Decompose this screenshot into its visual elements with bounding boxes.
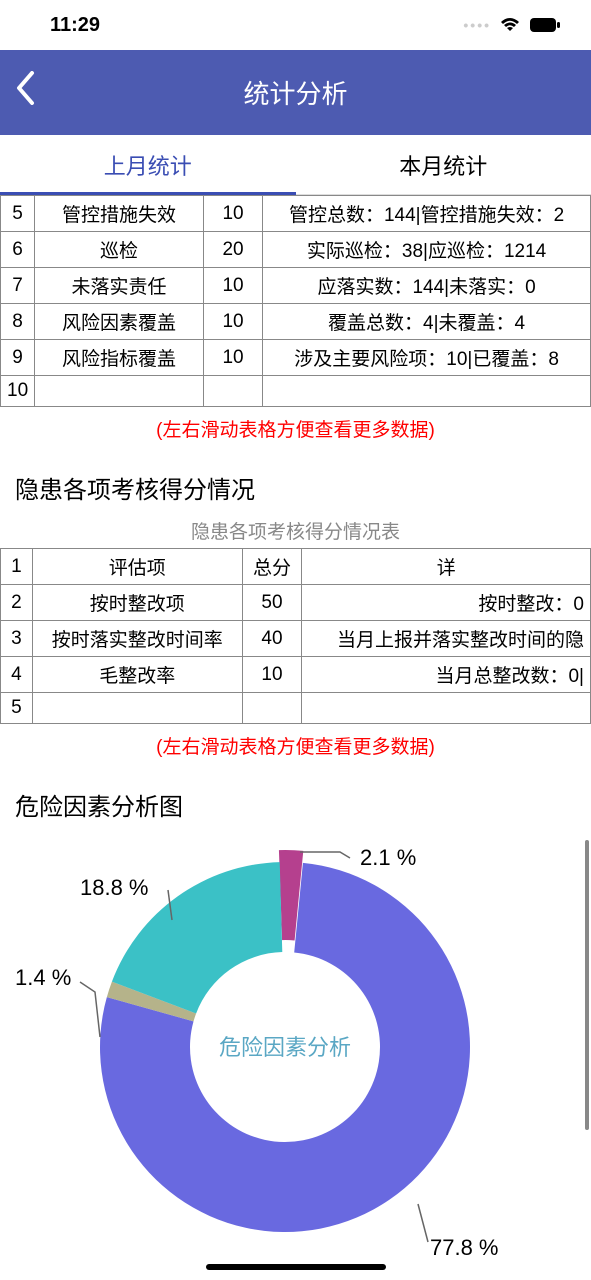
table-cell: 5 xyxy=(1,196,35,232)
donut-label: 77.8 % xyxy=(430,1235,499,1260)
donut-chart: 危险因素分析 77.8 % 18.8 % 1.4 % 2.1 % xyxy=(0,832,591,1262)
battery-icon xyxy=(529,17,561,33)
table2-hint: (左右滑动表格方便查看更多数据) xyxy=(0,724,591,773)
back-button[interactable] xyxy=(15,71,35,114)
table-cell: 按时整改：0 xyxy=(302,585,591,621)
donut-label: 18.8 % xyxy=(80,875,149,900)
donut-center-text: 危险因素分析 xyxy=(219,1035,351,1060)
donut-label: 1.4 % xyxy=(15,965,71,990)
leader-line xyxy=(80,982,100,1037)
table-cell xyxy=(302,693,591,724)
table-cell: 10 xyxy=(203,304,262,340)
leader-line xyxy=(300,852,350,858)
table-cell xyxy=(242,693,302,724)
table-row: 7未落实责任10应落实数：144|未落实：0 xyxy=(1,268,591,304)
section3-title: 危险因素分析图 xyxy=(0,773,591,832)
table-cell: 按时整改项 xyxy=(32,585,242,621)
table1-container: 5管控措施失效10管控总数：144|管控措施失效：26巡检20实际巡检：38|应… xyxy=(0,195,591,456)
table-cell: 管控措施失效 xyxy=(35,196,204,232)
table-row: 4毛整改率10当月总整改数：0| xyxy=(1,657,591,693)
table2[interactable]: 1评估项总分详2按时整改项50按时整改：03按时落实整改时间率40当月上报并落实… xyxy=(0,548,591,724)
table-row: 2按时整改项50按时整改：0 xyxy=(1,585,591,621)
table-cell: 按时落实整改时间率 xyxy=(32,621,242,657)
table-cell: 1 xyxy=(1,549,33,585)
table2-caption: 隐患各项考核得分情况表 xyxy=(0,515,591,548)
table-cell: 10 xyxy=(203,196,262,232)
table-row: 6巡检20实际巡检：38|应巡检：1214 xyxy=(1,232,591,268)
table-cell: 2 xyxy=(1,585,33,621)
table-cell: 5 xyxy=(1,693,33,724)
tabs: 上月统计 本月统计 xyxy=(0,135,591,195)
table-cell: 9 xyxy=(1,340,35,376)
table-row: 5管控措施失效10管控总数：144|管控措施失效：2 xyxy=(1,196,591,232)
table-cell: 7 xyxy=(1,268,35,304)
table-cell: 20 xyxy=(203,232,262,268)
table-cell: 50 xyxy=(242,585,302,621)
table-cell: 6 xyxy=(1,232,35,268)
table-cell: 10 xyxy=(203,268,262,304)
table-cell: 总分 xyxy=(242,549,302,585)
donut-label: 2.1 % xyxy=(360,845,416,870)
table-cell: 毛整改率 xyxy=(32,657,242,693)
status-indicators: •••• xyxy=(463,16,561,34)
table-cell xyxy=(203,376,262,407)
table-cell xyxy=(35,376,204,407)
table-cell: 应落实数：144|未落实：0 xyxy=(263,268,591,304)
status-bar: 11:29 •••• xyxy=(0,0,591,50)
table-cell: 管控总数：144|管控措施失效：2 xyxy=(263,196,591,232)
leader-line xyxy=(418,1204,428,1242)
scroll-indicator[interactable] xyxy=(585,840,589,1130)
table-cell: 40 xyxy=(242,621,302,657)
table-cell: 覆盖总数：4|未覆盖：4 xyxy=(263,304,591,340)
table-cell xyxy=(32,693,242,724)
table-cell: 未落实责任 xyxy=(35,268,204,304)
table-cell: 实际巡检：38|应巡检：1214 xyxy=(263,232,591,268)
table-cell: 涉及主要风险项：10|已覆盖：8 xyxy=(263,340,591,376)
table-row: 9风险指标覆盖10涉及主要风险项：10|已覆盖：8 xyxy=(1,340,591,376)
table-row: 8风险因素覆盖10覆盖总数：4|未覆盖：4 xyxy=(1,304,591,340)
table1-hint: (左右滑动表格方便查看更多数据) xyxy=(0,407,591,456)
table-row: 1评估项总分详 xyxy=(1,549,591,585)
section2-title: 隐患各项考核得分情况 xyxy=(0,456,591,515)
table-cell: 10 xyxy=(203,340,262,376)
table-row: 10 xyxy=(1,376,591,407)
table-cell xyxy=(263,376,591,407)
table-row: 3按时落实整改时间率40当月上报并落实整改时间的隐 xyxy=(1,621,591,657)
app-header: 统计分析 xyxy=(0,50,591,135)
table-cell: 风险因素覆盖 xyxy=(35,304,204,340)
cellular-dots-icon: •••• xyxy=(463,17,491,33)
tab-last-month[interactable]: 上月统计 xyxy=(0,135,296,194)
table-cell: 8 xyxy=(1,304,35,340)
page-title: 统计分析 xyxy=(0,74,591,111)
home-indicator[interactable] xyxy=(206,1264,386,1270)
table-cell: 10 xyxy=(1,376,35,407)
table-cell: 评估项 xyxy=(32,549,242,585)
table-cell: 4 xyxy=(1,657,33,693)
wifi-icon xyxy=(499,16,521,34)
table1[interactable]: 5管控措施失效10管控总数：144|管控措施失效：26巡检20实际巡检：38|应… xyxy=(0,195,591,407)
table-row: 5 xyxy=(1,693,591,724)
table-cell: 风险指标覆盖 xyxy=(35,340,204,376)
table-cell: 10 xyxy=(242,657,302,693)
tab-this-month[interactable]: 本月统计 xyxy=(296,135,591,194)
table-cell: 巡检 xyxy=(35,232,204,268)
status-time: 11:29 xyxy=(50,14,100,37)
table-cell: 当月上报并落实整改时间的隐 xyxy=(302,621,591,657)
table-cell: 当月总整改数：0| xyxy=(302,657,591,693)
table-cell: 详 xyxy=(302,549,591,585)
chevron-left-icon xyxy=(15,71,35,105)
table-cell: 3 xyxy=(1,621,33,657)
